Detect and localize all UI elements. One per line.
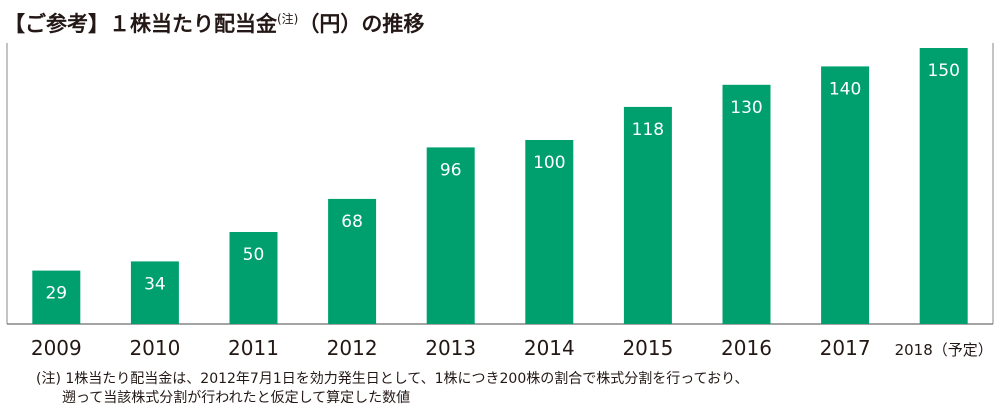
bar-2009: [32, 270, 81, 324]
bar-2017: [821, 66, 870, 325]
bar-2016: [722, 84, 771, 324]
x-tick-label-0: 2009: [31, 336, 82, 360]
bar-2018（予定）: [919, 48, 968, 324]
bar-2013: [426, 147, 475, 324]
footnote-line-1: (注) 1株当たり配当金は、2012年7月1日を効力発生日として、1株につき20…: [36, 371, 749, 387]
x-tick-label-1: 2010: [129, 336, 180, 360]
bar-2012: [328, 198, 377, 324]
chart-title: 【ご参考】１株当たり配当金(注)（円）の推移: [4, 6, 424, 37]
data-label-2010: 34: [144, 274, 166, 294]
footnote: (注) 1株当たり配当金は、2012年7月1日を効力発生日として、1株につき20…: [36, 370, 749, 408]
bar-2011: [229, 232, 278, 324]
x-tick-label-6: 2015: [622, 336, 673, 360]
x-tick-label-9: 2018（予定）: [895, 341, 993, 359]
footnote-line-2: 遡って当該株式分割が行われたと仮定して算定した数値: [62, 390, 411, 406]
data-label-2017: 140: [829, 79, 861, 99]
x-tick-label-7: 2016: [721, 336, 772, 360]
data-label-2011: 50: [243, 245, 265, 265]
bars-group: 29 34 50 68 96 100 118 130 140 150: [32, 48, 968, 325]
data-label-2015: 118: [632, 120, 664, 140]
bar-2015: [623, 106, 672, 325]
x-tick-label-3: 2012: [327, 336, 378, 360]
title-main: １株当たり配当金: [109, 12, 277, 36]
x-tick-labels: 2009 2010 2011 2012 2013 2014 2015 2016 2017 2018…: [31, 336, 993, 360]
title-note-mark: (注): [277, 12, 299, 26]
data-label-2012: 68: [341, 212, 363, 232]
title-prefix: 【ご参考】: [4, 12, 109, 36]
data-label-2014: 100: [533, 153, 565, 173]
data-label-2016: 130: [730, 98, 762, 118]
data-label-2018（予定）: 150: [927, 61, 959, 81]
bar-2014: [525, 140, 574, 324]
data-label-2013: 96: [440, 160, 462, 180]
bar-2010: [130, 261, 179, 324]
x-tick-label-2: 2011: [228, 336, 279, 360]
x-tick-label-4: 2013: [425, 336, 476, 360]
title-unit: （円）の推移: [298, 12, 425, 36]
data-label-2009: 29: [45, 284, 67, 304]
x-tick-label-8: 2017: [820, 336, 871, 360]
x-tick-label-5: 2014: [524, 336, 575, 360]
